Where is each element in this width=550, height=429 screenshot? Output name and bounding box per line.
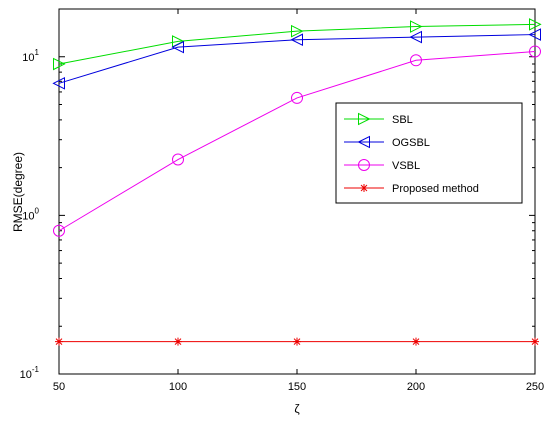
data-point-marker (358, 159, 370, 171)
series-vsbl (53, 45, 541, 237)
data-point-marker (52, 77, 65, 90)
series-line (58, 50, 536, 232)
legend-entry: SBL (344, 112, 413, 126)
data-point-marker (358, 112, 371, 126)
legend-entry: VSBL (344, 159, 420, 172)
data-point-marker (529, 45, 541, 58)
data-point-marker (291, 24, 304, 38)
series-line (58, 23, 536, 65)
data-point-marker (172, 153, 184, 166)
x-tick-label: 200 (407, 381, 425, 393)
data-point-marker (360, 184, 368, 192)
data-point-marker (53, 57, 66, 71)
data-point-marker (529, 18, 542, 31)
legend-entry: Proposed method (344, 183, 479, 195)
x-tick-label: 250 (526, 381, 544, 393)
y-tick-label: 101 (22, 48, 39, 64)
data-point-marker (174, 337, 182, 346)
data-point-marker (171, 40, 184, 54)
legend-entry: OGSBL (344, 135, 430, 149)
legend: SBL OGSBL VSBL Proposed method (335, 102, 523, 204)
data-point-marker (357, 135, 370, 149)
y-tick-label: 10-1 (20, 365, 40, 381)
x-tick-label: 150 (288, 381, 306, 393)
legend-label: Proposed method (392, 183, 479, 195)
series-ogsbl (52, 28, 541, 90)
data-point-marker (293, 337, 301, 346)
data-point-marker (409, 30, 422, 44)
ticks-layer: 50 100 150 200 250 10-1 100 101 (20, 8, 544, 393)
data-point-marker (531, 337, 539, 346)
legend-label: OGSBL (392, 137, 430, 149)
data-point-marker (410, 20, 423, 33)
series-sbl (53, 18, 542, 71)
data-point-marker (53, 224, 65, 237)
series-line (58, 34, 536, 84)
x-tick-label: 100 (169, 381, 187, 393)
y-axis-label: RMSE(degree) (11, 152, 25, 232)
legend-label: VSBL (392, 160, 420, 172)
x-axis-label: ζ (294, 402, 300, 416)
series-proposed-method (55, 337, 539, 346)
x-tick-label: 50 (53, 381, 65, 393)
data-point-marker (55, 337, 63, 346)
legend-label: SBL (392, 114, 413, 126)
data-point-marker (290, 33, 303, 47)
data-point-marker (410, 54, 422, 67)
y-tick-label: 100 (22, 206, 39, 222)
data-point-marker (412, 337, 420, 346)
legend-box (335, 102, 523, 204)
data-point-marker (291, 91, 303, 104)
data-point-marker (528, 28, 541, 41)
series-layer (52, 18, 542, 346)
